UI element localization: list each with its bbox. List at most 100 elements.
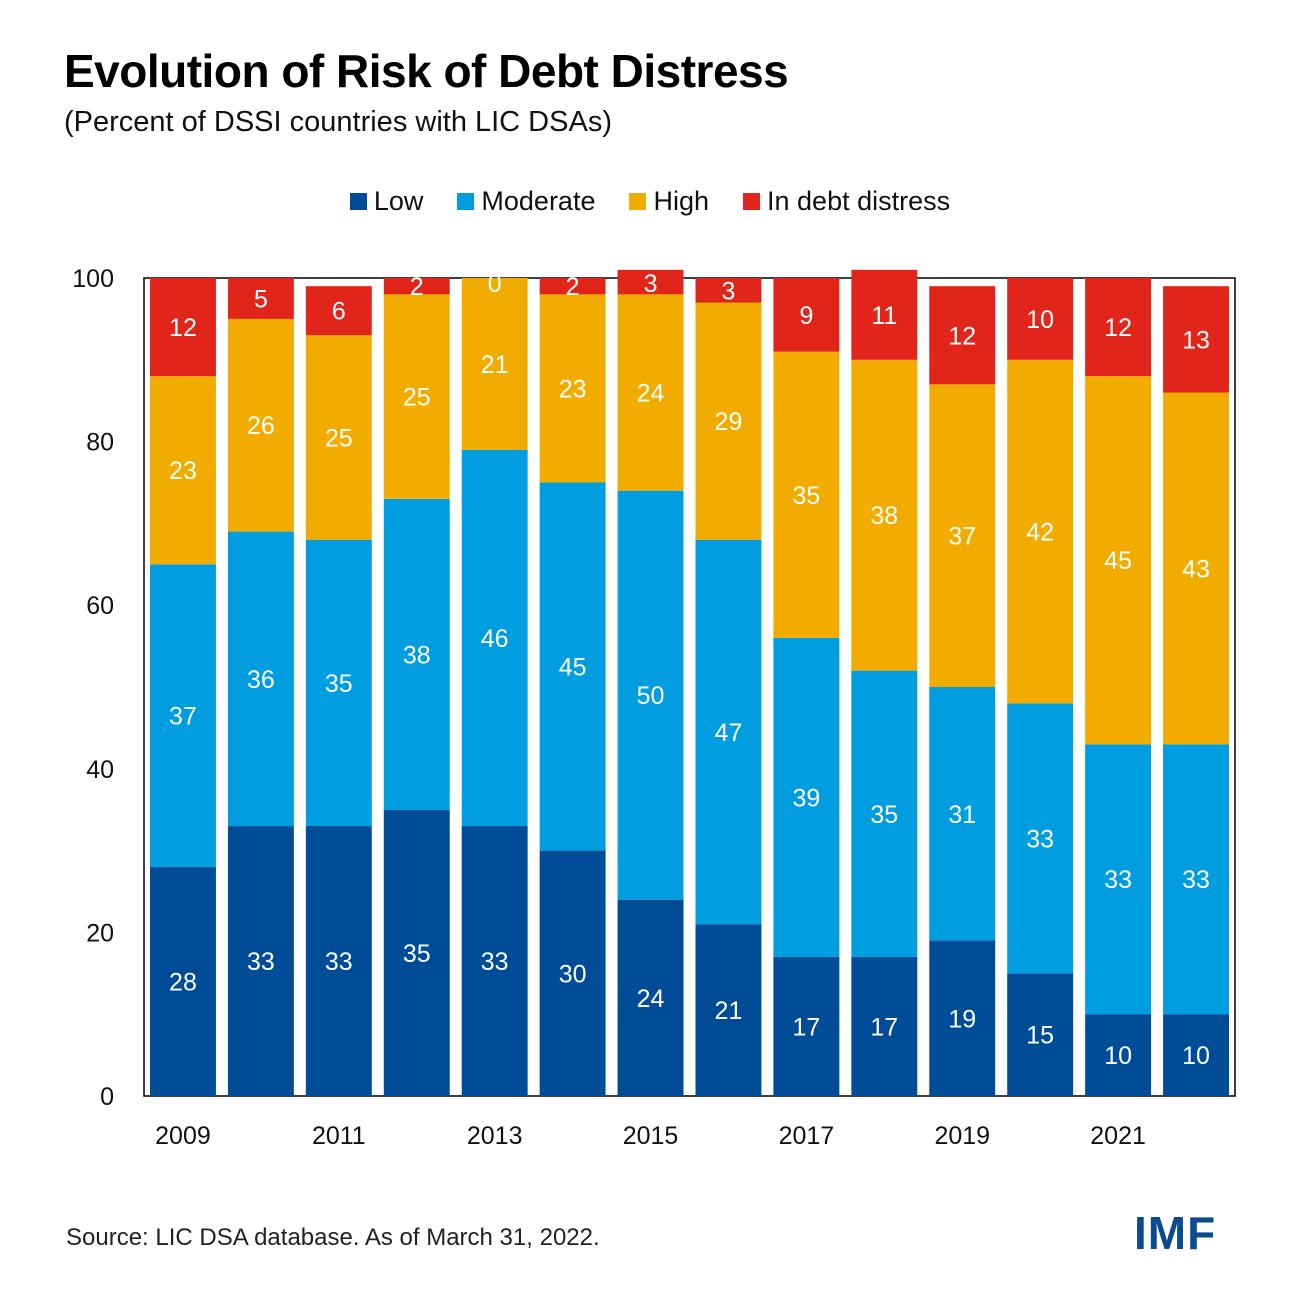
bar-segment-high-2010 — [227, 318, 294, 532]
y-tick-label: 40 — [86, 756, 114, 784]
legend-label-moderate: Moderate — [481, 186, 596, 216]
data-label-high-2009: 23 — [169, 457, 197, 485]
data-label-distress-2013: 0 — [488, 270, 502, 298]
legend-swatch-distress — [743, 193, 761, 210]
chart-title: Evolution of Risk of Debt Distress — [64, 45, 789, 97]
data-label-high-2014: 23 — [559, 375, 587, 403]
data-label-low-2015: 24 — [637, 985, 665, 1013]
data-label-moderate-2015: 50 — [637, 682, 665, 710]
data-label-moderate-2017: 39 — [792, 784, 820, 812]
bar-segment-moderate-2019 — [929, 687, 996, 941]
data-label-high-2017: 35 — [792, 482, 820, 510]
x-tick-label: 2015 — [623, 1122, 679, 1150]
bar-segment-high-2021 — [1085, 376, 1152, 745]
bar-segment-low-2015 — [617, 899, 684, 1096]
data-label-moderate-2014: 45 — [559, 654, 587, 682]
data-label-high-2010: 26 — [247, 412, 275, 440]
data-label-distress-2012: 2 — [410, 273, 424, 301]
data-label-high-2015: 24 — [637, 380, 665, 408]
data-label-low-2019: 19 — [948, 1005, 976, 1033]
legend: Low Moderate High In debt distress — [0, 186, 1300, 217]
data-label-low-2011: 33 — [325, 948, 353, 976]
bar-segment-distress-2014 — [539, 278, 606, 295]
data-label-distress-2018: 11 — [871, 302, 897, 330]
plot-frame — [143, 277, 1236, 1097]
bar-segment-distress-2011 — [305, 286, 372, 336]
bar-segment-high-2011 — [305, 335, 372, 540]
data-label-low-2018: 17 — [870, 1013, 898, 1041]
data-label-high-2011: 25 — [325, 425, 353, 453]
data-label-moderate-2016: 47 — [715, 719, 743, 747]
x-tick-label: 2011 — [312, 1122, 366, 1150]
data-label-high-2013: 21 — [481, 351, 509, 379]
bar-segment-low-2021 — [1085, 1014, 1152, 1096]
data-label-low-2020: 15 — [1026, 1022, 1054, 1050]
bar-segment-moderate-2014 — [539, 482, 606, 851]
data-label-moderate-2022: 33 — [1182, 866, 1210, 894]
chart-subtitle: (Percent of DSSI countries with LIC DSAs… — [64, 106, 612, 138]
bar-segment-high-2017 — [773, 351, 840, 638]
bar-segment-moderate-2011 — [305, 539, 372, 827]
data-label-high-2019: 37 — [948, 523, 976, 551]
data-label-distress-2019: 12 — [948, 322, 976, 350]
data-label-high-2012: 25 — [403, 384, 431, 412]
legend-label-high: High — [653, 186, 710, 216]
data-label-moderate-2011: 35 — [325, 670, 353, 698]
data-label-high-2020: 42 — [1026, 519, 1054, 547]
data-label-low-2022: 10 — [1182, 1042, 1210, 1070]
bar-segment-moderate-2022 — [1163, 744, 1229, 1015]
data-label-moderate-2019: 31 — [948, 801, 976, 829]
bar-segment-moderate-2013 — [461, 449, 528, 827]
bar-segment-low-2022 — [1163, 1014, 1229, 1096]
x-tick-label: 2019 — [934, 1122, 990, 1150]
data-label-high-2018: 38 — [870, 502, 898, 530]
bar-segment-moderate-2017 — [773, 637, 840, 957]
data-label-moderate-2021: 33 — [1104, 866, 1132, 894]
bar-segment-high-2012 — [383, 294, 450, 499]
bar-segment-distress-2018 — [851, 269, 918, 360]
bar-segment-high-2016 — [695, 302, 762, 540]
data-label-distress-2022: 13 — [1182, 326, 1210, 354]
data-label-distress-2021: 12 — [1104, 314, 1132, 342]
bar-segment-low-2017 — [773, 956, 840, 1096]
x-tick-label: 2013 — [467, 1122, 523, 1150]
data-label-moderate-2020: 33 — [1026, 825, 1054, 853]
bar-segment-distress-2015 — [617, 269, 684, 295]
legend-item-distress: In debt distress — [743, 186, 950, 217]
x-tick-label: 2017 — [779, 1122, 835, 1150]
bar-segment-high-2014 — [539, 294, 606, 483]
bar-segment-moderate-2018 — [851, 670, 918, 957]
bar-segment-high-2022 — [1163, 392, 1229, 745]
data-label-distress-2020: 10 — [1026, 306, 1054, 334]
bar-segment-low-2013 — [461, 826, 528, 1096]
data-label-low-2017: 17 — [792, 1013, 820, 1041]
imf-logo: IMF — [1134, 1207, 1217, 1259]
source-note: Source: LIC DSA database. As of March 31… — [66, 1224, 600, 1251]
data-label-low-2009: 28 — [169, 968, 197, 996]
bar-segment-high-2020 — [1007, 359, 1074, 704]
data-label-moderate-2012: 38 — [403, 641, 431, 669]
data-label-low-2010: 33 — [247, 948, 275, 976]
data-label-moderate-2009: 37 — [169, 703, 197, 731]
bar-segment-high-2018 — [851, 359, 918, 671]
data-label-distress-2015: 3 — [644, 270, 658, 298]
bar-segment-low-2011 — [305, 826, 372, 1096]
legend-swatch-low — [349, 193, 367, 210]
data-label-high-2022: 43 — [1182, 555, 1210, 583]
data-label-low-2013: 33 — [481, 948, 509, 976]
data-label-distress-2010: 5 — [254, 285, 268, 313]
legend-item-high: High — [629, 186, 709, 217]
data-label-high-2021: 45 — [1104, 547, 1132, 575]
legend-swatch-moderate — [457, 193, 475, 210]
bar-segment-moderate-2021 — [1085, 744, 1152, 1015]
bar-segment-distress-2022 — [1163, 286, 1229, 393]
y-tick-label: 20 — [86, 919, 114, 947]
bar-segment-moderate-2016 — [695, 539, 762, 925]
bar-segment-moderate-2020 — [1007, 703, 1074, 974]
bar-segment-low-2010 — [227, 826, 294, 1096]
legend-swatch-high — [629, 193, 647, 210]
bar-segment-moderate-2015 — [617, 490, 684, 900]
legend-label-distress: In debt distress — [767, 186, 951, 216]
bar-segment-high-2015 — [617, 294, 684, 491]
